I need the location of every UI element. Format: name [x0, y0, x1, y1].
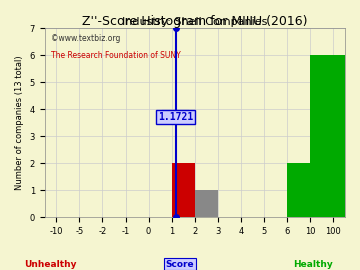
Text: Score: Score [166, 260, 194, 269]
Title: Z''-Score Histogram for MIIIU (2016): Z''-Score Histogram for MIIIU (2016) [82, 15, 307, 28]
Text: ©www.textbiz.org: ©www.textbiz.org [51, 34, 120, 43]
Text: The Research Foundation of SUNY: The Research Foundation of SUNY [51, 51, 180, 60]
Text: Unhealthy: Unhealthy [24, 260, 77, 269]
Text: Healthy: Healthy [293, 260, 333, 269]
Bar [172, 163, 195, 217]
Bar [287, 163, 310, 217]
Text: 1.1721: 1.1721 [158, 112, 193, 122]
Bar [310, 55, 356, 217]
Text: Industry: Shell Companies: Industry: Shell Companies [122, 17, 267, 27]
Bar [195, 190, 218, 217]
Y-axis label: Number of companies (13 total): Number of companies (13 total) [15, 55, 24, 190]
